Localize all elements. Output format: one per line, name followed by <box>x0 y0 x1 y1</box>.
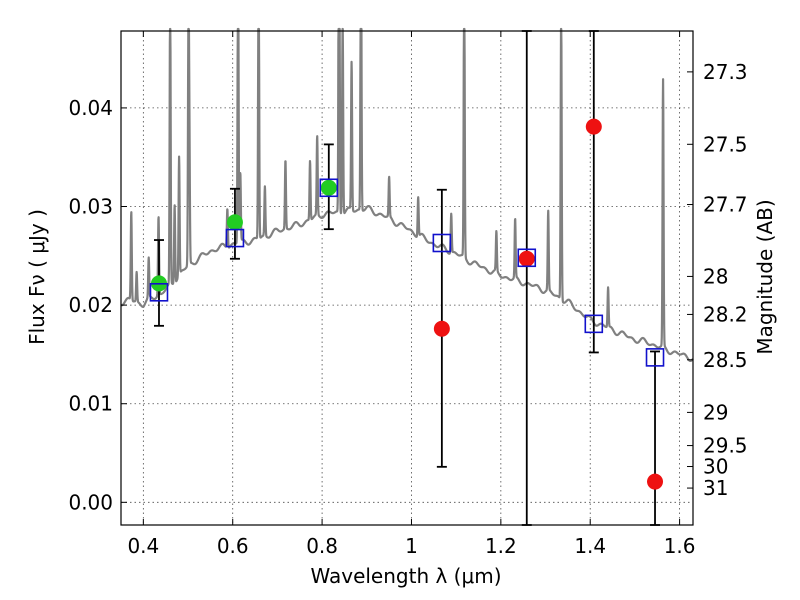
square-marker-1 <box>225 228 245 248</box>
spectrum-line <box>120 27 694 363</box>
y-tick-label-4: 0.04 <box>68 96 113 120</box>
plot-frame <box>120 30 694 526</box>
mag-tick-label-9: 31 <box>703 476 728 500</box>
grid-lines <box>121 31 693 525</box>
mag-tick-label-0: 27.3 <box>703 60 748 84</box>
y-ticks: 0.00 0.01 0.02 0.03 0.04 <box>68 96 127 514</box>
y-axis-label: Flux Fν ( μJy ) <box>25 209 49 345</box>
y-tick-label-1: 0.01 <box>68 392 113 416</box>
circle-marker-0-2 <box>320 179 337 196</box>
x-axis-label: Wavelength λ (μm) <box>310 564 501 588</box>
x-tick-label-4: 1.2 <box>485 534 517 558</box>
mag-tick-label-8: 30 <box>703 455 728 479</box>
circle-marker-1-2 <box>585 118 602 135</box>
square-marker-0 <box>149 282 169 302</box>
x-tick-label-6: 1.6 <box>664 534 696 558</box>
y-tick-label-0: 0.00 <box>68 490 113 514</box>
x-ticks: 0.4 0.6 0.8 1 1.2 1.4 1.6 <box>127 31 696 558</box>
circle-marker-1-1 <box>518 250 535 267</box>
x-tick-label-3: 1 <box>405 534 418 558</box>
x-tick-label-5: 1.4 <box>574 534 606 558</box>
circle-marker-1-3 <box>647 473 664 490</box>
x-tick-label-2: 0.8 <box>306 534 338 558</box>
photometry-markers <box>149 118 665 490</box>
mag-tick-label-4: 28.2 <box>703 302 748 326</box>
error-bars <box>153 30 661 526</box>
y-axis-label-right: Magnitude (AB) <box>753 199 777 354</box>
square-marker-3 <box>432 233 452 253</box>
circle-marker-1-0 <box>433 320 450 337</box>
square-marker-4 <box>517 248 537 268</box>
mag-tick-label-1: 27.5 <box>703 132 748 156</box>
x-tick-label-1: 0.6 <box>217 534 249 558</box>
mag-tick-label-5: 28.5 <box>703 348 748 372</box>
circle-marker-0-1 <box>226 214 243 231</box>
mag-tick-label-3: 28 <box>703 264 728 288</box>
y-tick-label-2: 0.02 <box>68 293 113 317</box>
mag-tick-label-2: 27.7 <box>703 193 748 217</box>
square-marker-6 <box>645 348 665 367</box>
y-tick-label-3: 0.03 <box>68 195 113 219</box>
mag-tick-label-7: 29.5 <box>703 434 748 458</box>
mag-tick-label-6: 29 <box>703 400 728 424</box>
square-marker-5 <box>584 314 604 334</box>
square-marker-2 <box>319 178 339 198</box>
x-tick-label-0: 0.4 <box>127 534 159 558</box>
model-spectrum <box>120 27 694 363</box>
